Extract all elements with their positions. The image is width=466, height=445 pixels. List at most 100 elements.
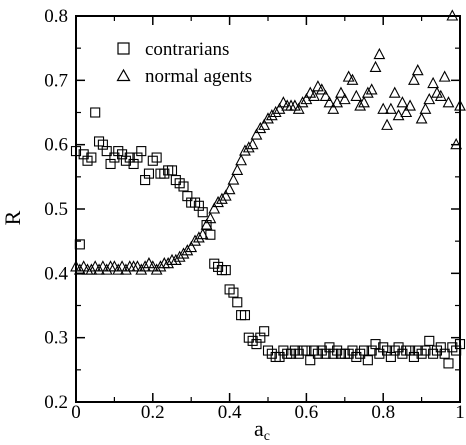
data-point-triangle [361,86,374,98]
data-point-square [124,152,135,163]
data-point-triangle [223,183,236,195]
data-point-triangle [335,86,347,98]
data-point-triangle [93,263,105,275]
data-point-triangle [162,257,175,269]
x-tick-label: 0.6 [295,402,319,423]
data-point-triangle [315,83,328,95]
data-point-triangle [150,263,163,275]
data-point-square [408,351,419,363]
data-point-square [312,348,323,359]
data-point-square [105,158,116,170]
data-point-triangle [196,228,209,240]
data-point-square [293,348,304,359]
data-point-square [74,239,85,250]
data-point-square [397,348,408,359]
data-point-square [389,345,400,356]
plot-frame [75,15,461,403]
data-point-square [366,345,377,356]
data-point-square [120,155,131,166]
data-point-triangle [208,202,221,214]
series-contrarians [70,107,466,369]
y-tick-label: 0.6 [44,135,68,156]
data-point-square [247,335,258,346]
data-point-square [228,287,239,298]
y-tick-label: 0.5 [44,199,68,220]
data-point-triangle [269,105,282,118]
data-point-square [428,348,439,359]
data-point-square [101,146,112,157]
data-point-triangle [338,92,351,105]
data-point-triangle [419,102,432,114]
legend: contrarians normal agents [116,39,252,87]
data-point-triangle [308,89,320,101]
data-point-square [147,155,158,166]
data-point-square [97,139,108,150]
x-tick-label: 0 [71,402,81,423]
data-point-square [109,152,120,163]
data-point-triangle [384,102,397,114]
data-point-triangle [446,9,459,21]
data-point-triangle [350,89,363,101]
data-point-triangle [100,263,113,275]
data-point-triangle [139,260,152,272]
x-tick-label: 0.4 [218,402,242,423]
data-point-triangle [373,47,386,60]
data-point-square [189,197,201,208]
data-point-triangle [173,250,186,262]
x-axis-label-main: a [254,416,264,441]
data-point-triangle [192,231,205,243]
data-point-square [132,152,143,163]
data-point-square [220,265,231,276]
data-point-triangle [434,89,447,101]
data-point-square [358,345,370,356]
data-point-square [70,146,82,157]
data-point-square [113,146,124,157]
data-point-triangle [415,112,428,124]
data-point-triangle [331,96,344,108]
data-point-triangle [120,263,132,275]
data-point-square [305,355,316,366]
data-point-square [328,348,339,359]
data-point-square [239,310,251,321]
data-point-square [431,345,443,356]
data-point-square [362,355,373,366]
data-point-triangle [377,102,390,114]
data-point-triangle [411,64,424,76]
data-point-square [381,345,393,356]
y-axis-label: R [0,210,25,225]
data-point-square [151,152,162,163]
x-tick-label: 1 [455,402,465,423]
data-point-triangle [369,60,382,73]
data-point-triangle [231,163,244,175]
data-point-triangle [381,118,393,130]
data-point-triangle [450,137,463,150]
data-point-square [289,345,300,356]
x-axis-label-subscript: c [264,429,270,444]
data-point-triangle [246,137,259,150]
data-point-square [117,149,128,160]
data-point-triangle [135,263,148,275]
data-point-square [439,348,450,359]
data-point-square [278,345,289,356]
data-point-square [251,339,262,350]
data-point-square [374,348,385,359]
data-point-square [420,345,431,356]
data-point-square [243,332,254,343]
data-point-triangle [365,83,378,95]
data-point-triangle [396,96,409,108]
data-point-square [351,351,362,363]
data-point-square [309,345,320,356]
data-point-triangle [185,240,198,253]
data-point-triangle [235,154,248,166]
data-point-triangle [177,247,190,259]
data-point-triangle [239,144,251,156]
data-point-triangle [292,102,305,114]
data-point-square [93,136,105,147]
data-point-triangle [85,263,98,275]
data-point-square [259,326,270,337]
x-axis-label: ac [254,416,270,444]
data-point-triangle [423,92,436,105]
data-point-triangle [181,244,194,256]
data-point-square [285,348,297,359]
